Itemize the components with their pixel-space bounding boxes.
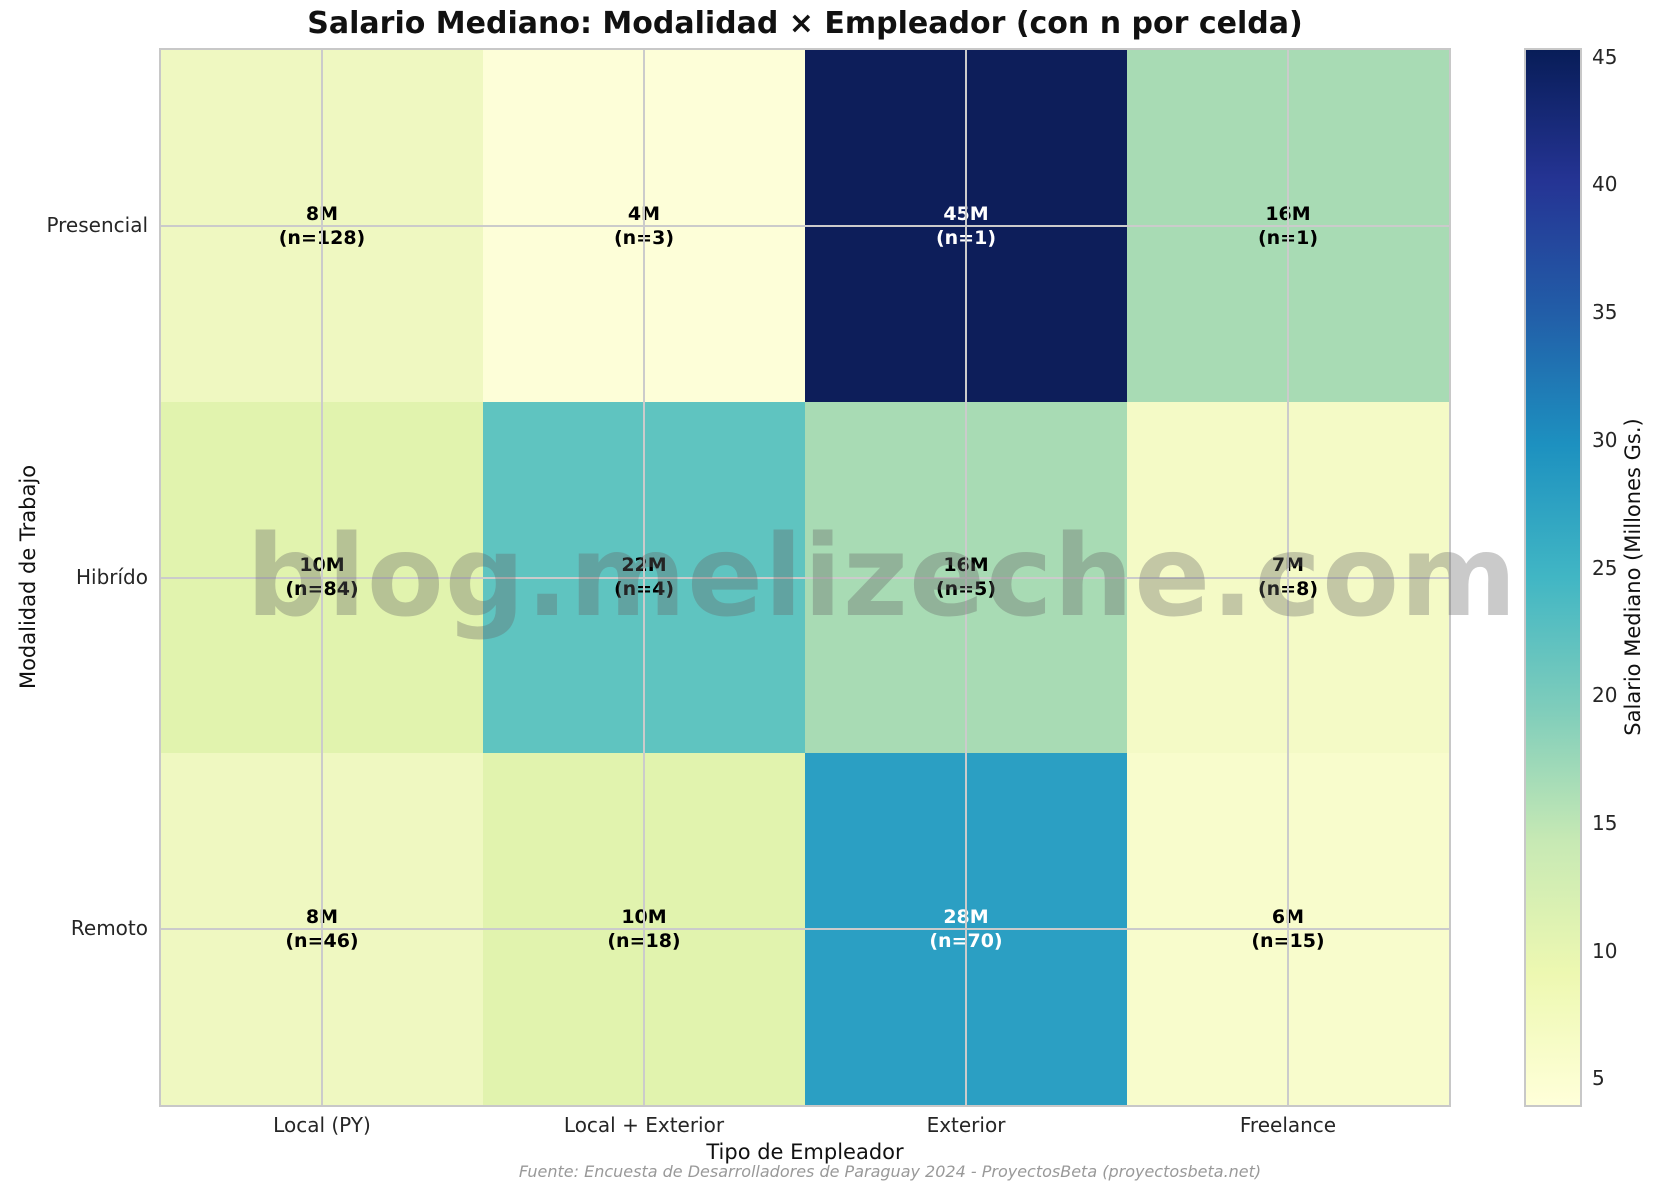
colorbar-tick-45: 45 xyxy=(1592,44,1618,69)
colorbar-tick-30: 30 xyxy=(1592,427,1618,452)
x-tick-label-Exterior: Exterior xyxy=(926,1113,1006,1137)
watermark-text: blog.melizeche.com xyxy=(246,512,1518,642)
grid-line-horizontal xyxy=(161,224,1449,227)
colorbar-tick-20: 20 xyxy=(1592,683,1618,708)
colorbar-tick-40: 40 xyxy=(1592,172,1618,197)
colorbar-tick-35: 35 xyxy=(1592,300,1618,325)
grid-line-horizontal xyxy=(161,928,1449,931)
y-tick-label-Remoto: Remoto xyxy=(70,916,148,941)
grid-line-horizontal xyxy=(161,576,1449,579)
colorbar-gradient xyxy=(1526,50,1580,1105)
heatmap-plot-area: 8M(n=128)4M(n=3)45M(n=1)16M(n=1)10M(n=84… xyxy=(159,48,1451,1107)
y-tick-label-Presencial: Presencial xyxy=(46,212,148,237)
source-caption: Fuente: Encuesta de Desarrolladores de P… xyxy=(518,1162,1262,1181)
colorbar-tick-5: 5 xyxy=(1592,1066,1605,1091)
y-tick-label-Hibrído: Hibrído xyxy=(75,564,148,589)
x-tick-label-Local (PY): Local (PY) xyxy=(273,1113,371,1137)
colorbar-tick-10: 10 xyxy=(1592,938,1618,963)
x-tick-label-Local + Exterior: Local + Exterior xyxy=(563,1113,725,1137)
chart-title: Salario Mediano: Modalidad × Empleador (… xyxy=(307,6,1303,41)
colorbar xyxy=(1524,48,1582,1107)
colorbar-tick-15: 15 xyxy=(1592,811,1618,835)
x-axis-title: Tipo de Empleador xyxy=(706,1140,904,1164)
x-tick-label-Freelance: Freelance xyxy=(1239,1113,1337,1137)
colorbar-tick-25: 25 xyxy=(1592,555,1618,580)
